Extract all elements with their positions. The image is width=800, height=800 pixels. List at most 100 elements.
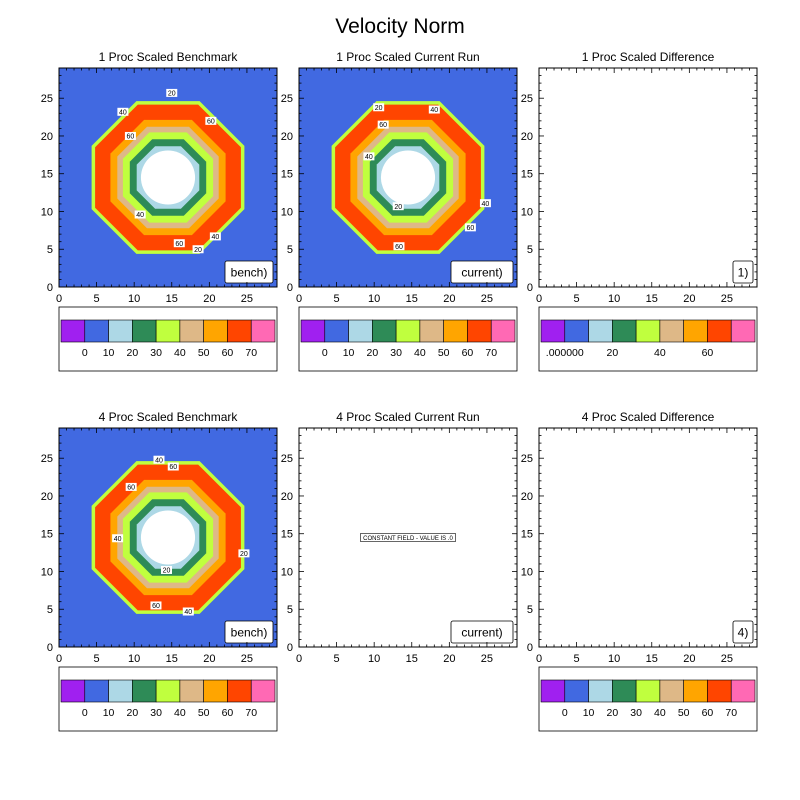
x-tick-label: 20 (443, 653, 455, 665)
panel-tag: 4) (738, 626, 749, 640)
contour-label: 40 (117, 107, 129, 116)
colorbar-label: 60 (222, 347, 234, 359)
y-tick-label: 0 (527, 642, 533, 654)
y-tick-label: 25 (521, 453, 533, 465)
contour-label-text: 40 (184, 609, 192, 616)
colorbar-box (155, 319, 181, 343)
contour-label-box (153, 455, 165, 464)
contour-label-text: 60 (127, 485, 135, 492)
panel-tag: bench) (231, 266, 268, 280)
contour-label-text: 40 (155, 457, 163, 464)
y-tick-label: 25 (521, 93, 533, 105)
contour-label-text: 20 (375, 105, 383, 112)
x-tick-label: 0 (296, 653, 302, 665)
contour-label-text: 60 (152, 603, 160, 610)
contour-label: 40 (153, 455, 165, 464)
x-tick-label: 15 (166, 653, 178, 665)
contour-label-text: 40 (114, 536, 122, 543)
y-tick-label: 20 (281, 491, 293, 503)
contour-label-text: 40 (119, 109, 127, 116)
colorbar-box (730, 679, 756, 703)
colorbar-label: 0 (322, 347, 328, 359)
contour-label: 60 (377, 120, 389, 129)
contour-label-box (363, 152, 375, 161)
colorbar-box (683, 319, 708, 343)
colorbar-box (324, 319, 349, 343)
y-tick-label: 5 (47, 244, 53, 256)
colorbar: 0 10 20 30 40 50 60 70 (58, 306, 278, 372)
y-tick-label: 5 (527, 244, 533, 256)
colorbar-label: 70 (245, 707, 257, 719)
contour-core (140, 150, 196, 205)
x-tick-label: 15 (166, 293, 178, 305)
y-tick-label: 0 (527, 282, 533, 294)
panel-tag: 1) (738, 266, 749, 280)
colorbar-label: 20 (366, 347, 378, 359)
y-tick-label: 20 (521, 131, 533, 143)
plot-area: CONSTANT FIELD - VALUE IS .0 (299, 428, 517, 647)
contour-label-text: 20 (194, 247, 202, 254)
panel-1: 1 Proc Scaled Benchmark 20 40 60 60 40 60 20 40 b… (41, 50, 278, 372)
y-tick-label: 15 (521, 169, 533, 181)
y-tick-label: 0 (47, 282, 53, 294)
contour-core (140, 510, 196, 565)
colorbar-box (250, 679, 276, 703)
contour-label-box (393, 242, 405, 251)
colorbar-label: 20 (606, 707, 618, 719)
contour-label: 40 (112, 534, 124, 543)
contour-label-box (209, 232, 221, 241)
contour-label: 60 (124, 131, 136, 141)
colorbar-box (683, 679, 708, 703)
contour-label: 20 (238, 549, 250, 558)
panel-tag: current) (461, 266, 502, 280)
plot-area (539, 428, 757, 647)
colorbar-box (60, 319, 86, 343)
x-tick-label: 5 (334, 293, 340, 305)
x-tick-label: 10 (128, 293, 140, 305)
colorbar-box (490, 319, 516, 343)
contour-label-box (428, 105, 440, 114)
y-tick-label: 25 (281, 93, 293, 105)
contour-label: 40 (428, 105, 440, 114)
contour-label-text: 40 (136, 212, 144, 219)
contour-label: 60 (150, 601, 162, 610)
contour-label-text: 40 (430, 107, 438, 114)
x-tick-label: 5 (574, 293, 580, 305)
contour-label-text: 20 (168, 91, 176, 98)
plot-frame (58, 427, 278, 648)
contour-label-text: 20 (240, 551, 248, 558)
axes: 0 5 10 15 20 25 0 5 10 15 20 25 (521, 427, 758, 665)
y-tick-label: 0 (287, 642, 293, 654)
contour-label-box (205, 116, 217, 125)
y-tick-label: 10 (521, 206, 533, 218)
y-tick-label: 15 (521, 529, 533, 541)
x-tick-label: 0 (536, 293, 542, 305)
x-tick-label: 20 (683, 293, 695, 305)
colorbar-box (659, 319, 684, 343)
panel-title: 4 Proc Scaled Current Run (336, 410, 479, 424)
y-tick-label: 15 (41, 169, 53, 181)
panel-tag-box (732, 260, 754, 284)
colorbar: .000000 20 40 60 (538, 306, 758, 372)
plot-area: 20 40 60 40 20 60 60 40 (299, 68, 517, 287)
colorbar-label: 20 (126, 347, 138, 359)
axes: 0 5 10 15 20 25 0 5 10 15 20 25 (41, 427, 278, 665)
colorbar-label: 40 (414, 347, 426, 359)
plot-background (539, 68, 757, 287)
colorbar-box (348, 319, 373, 343)
contour-label: 20 (166, 88, 178, 98)
contour-label-box (238, 549, 250, 558)
colorbar-box (372, 319, 397, 343)
contour-label-text: 60 (466, 225, 474, 232)
colorbar-label: 50 (198, 707, 210, 719)
colorbar-label: .000000 (546, 347, 584, 359)
plot-area (539, 68, 757, 287)
plot-area: 40 60 60 40 20 20 60 40 (59, 428, 277, 647)
colorbar-box (540, 319, 566, 343)
colorbar-label: 40 (174, 347, 186, 359)
contour-label: 60 (173, 239, 185, 248)
colorbar-label: 30 (630, 707, 642, 719)
axes: 0 5 10 15 20 25 0 5 10 15 20 25 (281, 427, 518, 665)
contour-label-box (173, 239, 185, 248)
contour-label-text: 60 (127, 134, 135, 141)
